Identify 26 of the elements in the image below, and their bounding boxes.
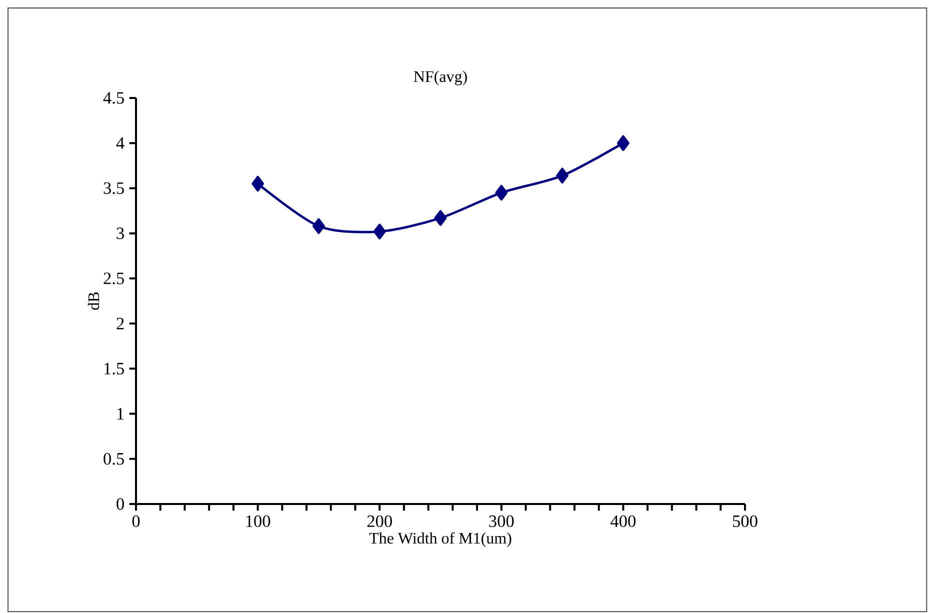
y-tick-label: 1.5 xyxy=(104,362,124,375)
y-tick-label: 0 xyxy=(116,498,124,510)
y-tick-label: 4.5 xyxy=(103,92,124,104)
point xyxy=(373,224,386,240)
y-tick-label: 2.5 xyxy=(104,272,124,284)
x-tick-label: 500 xyxy=(733,515,758,528)
y-tick-label: 3 xyxy=(116,227,124,240)
y-tick-label: 0.5 xyxy=(104,452,124,465)
point xyxy=(556,168,569,184)
point xyxy=(252,176,264,192)
x-axis-title: The Width of M1(um) xyxy=(369,532,512,547)
y-tick-label: 4 xyxy=(116,137,124,149)
x-tick-label: 200 xyxy=(367,515,392,528)
y-tick-label: 3.5 xyxy=(104,182,124,194)
point xyxy=(434,210,447,226)
y-tick-label: 2 xyxy=(116,318,124,330)
y-tick-label: 1 xyxy=(117,408,124,420)
x-tick-label: 0 xyxy=(132,515,140,528)
x-tick-label: 100 xyxy=(246,515,270,528)
point xyxy=(312,218,325,234)
point xyxy=(495,184,508,201)
y-axis-title: dB xyxy=(88,292,100,310)
x-tick-label: 300 xyxy=(489,515,514,528)
point xyxy=(617,135,630,151)
chart-title: NF(avg) xyxy=(414,70,467,86)
x-tick-label: 400 xyxy=(610,515,636,528)
